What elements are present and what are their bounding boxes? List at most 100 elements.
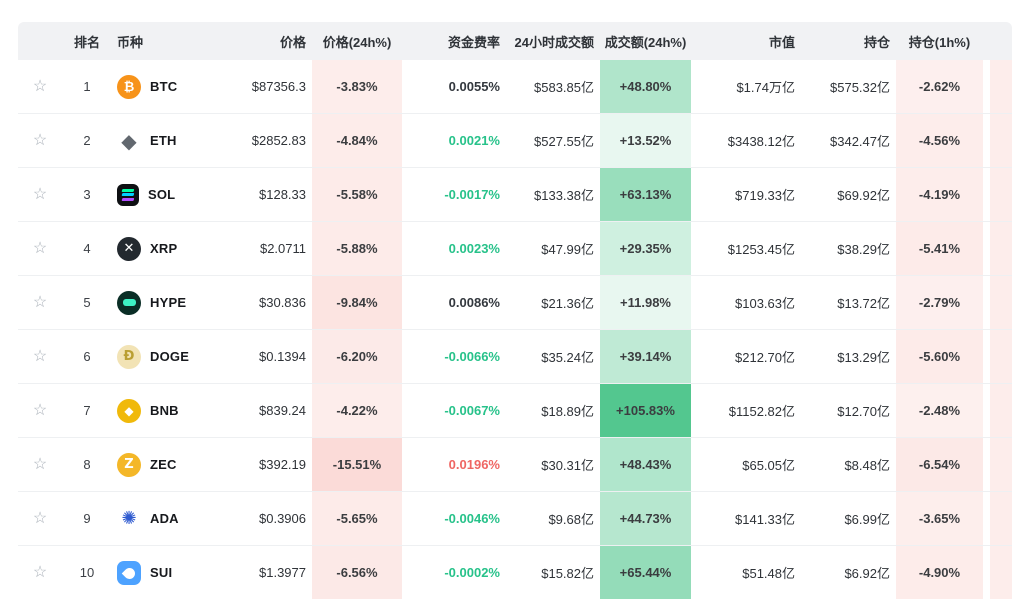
price-value: $2852.83 (251, 133, 306, 148)
volume-change-24h-cell: +48.80% (600, 60, 691, 113)
column-header-coin[interactable]: 币种 (117, 34, 144, 50)
price-change-24h-cell: -3.83% (312, 60, 402, 113)
volume-24h-value: $133.38亿 (534, 188, 594, 203)
favorite-star-icon[interactable]: ☆ (32, 509, 48, 527)
volume-change-24h-cell: +39.14% (600, 330, 691, 383)
table-header-row: 排名 币种 价格 价格(24h%) 资金费率 24小时成交额 成交额(24h%)… (18, 22, 1012, 60)
favorite-star-icon[interactable]: ☆ (32, 239, 48, 257)
price-value: $839.24 (259, 403, 306, 418)
open-interest-value: $69.92亿 (837, 188, 890, 203)
column-header-market-cap[interactable]: 市值 (768, 34, 795, 50)
btc-icon: ₿ (117, 74, 141, 99)
table-row-hype[interactable]: ☆ 5 HYPE $30.836 -9.84% 0.0086% $21.36亿 … (18, 275, 1012, 329)
open-interest-value: $13.29亿 (837, 350, 890, 365)
volume-24h-value: $583.85亿 (534, 80, 594, 95)
volume-24h-value: $18.89亿 (541, 404, 594, 419)
row-gap (983, 384, 990, 437)
table-row-bnb[interactable]: ☆ 7 ◆ BNB $839.24 -4.22% -0.0067% $18.89… (18, 383, 1012, 437)
crypto-futures-table: 排名 币种 价格 价格(24h%) 资金费率 24小时成交额 成交额(24h%)… (18, 22, 1012, 599)
xrp-icon: ✕ (117, 236, 141, 261)
price-value: $0.3906 (259, 511, 306, 526)
open-interest-value: $8.48亿 (844, 458, 890, 473)
price-change-24h-cell: -6.20% (312, 330, 402, 383)
next-column-cut-cell (990, 492, 1012, 545)
funding-rate-value: -0.0046% (444, 511, 500, 526)
coin-symbol: BNB (150, 403, 179, 418)
favorite-star-icon[interactable]: ☆ (32, 455, 48, 473)
market-cap-value: $51.48亿 (742, 566, 795, 581)
rank-value: 3 (83, 187, 91, 202)
oi-change-1h-cell: -6.54% (896, 438, 983, 491)
sol-icon (117, 183, 139, 206)
table-row-ada[interactable]: ☆ 9 ✺ ADA $0.3906 -5.65% -0.0046% $9.68亿… (18, 491, 1012, 545)
price-change-24h-cell: -6.56% (312, 546, 402, 599)
next-column-cut-cell (990, 438, 1012, 491)
oi-change-1h-cell: -4.56% (896, 114, 983, 167)
column-header-rank[interactable]: 排名 (73, 34, 100, 50)
table-row-sol[interactable]: ☆ 3 SOL $128.33 -5.58% -0.0017% $133.38亿… (18, 167, 1012, 221)
column-header-oi-chg-1h[interactable]: 持仓(1h%) (908, 34, 971, 50)
column-header-funding-rate[interactable]: 资金费率 (447, 34, 500, 50)
bnb-icon: ◆ (117, 398, 141, 423)
table-row-sui[interactable]: ☆ 10 SUI $1.3977 -6.56% -0.0002% $15.82亿… (18, 545, 1012, 599)
volume-24h-value: $35.24亿 (541, 350, 594, 365)
volume-change-24h-cell: +11.98% (600, 276, 691, 329)
price-value: $30.836 (259, 295, 306, 310)
volume-change-24h-cell: +44.73% (600, 492, 691, 545)
volume-change-24h-cell: +63.13% (600, 168, 691, 221)
market-cap-value: $212.70亿 (735, 350, 795, 365)
table-row-zec[interactable]: ☆ 8 Z ZEC $392.19 -15.51% 0.0196% $30.31… (18, 437, 1012, 491)
table-row-doge[interactable]: ☆ 6 Ð DOGE $0.1394 -6.20% -0.0066% $35.2… (18, 329, 1012, 383)
volume-24h-value: $30.31亿 (541, 458, 594, 473)
table-row-eth[interactable]: ☆ 2 ◆ ETH $2852.83 -4.84% 0.0021% $527.5… (18, 113, 1012, 167)
market-cap-value: $719.33亿 (735, 188, 795, 203)
rank-value: 8 (83, 457, 91, 472)
oi-change-1h-cell: -2.62% (896, 60, 983, 113)
row-gap (983, 114, 990, 167)
open-interest-value: $12.70亿 (837, 404, 890, 419)
next-column-cut-cell (990, 330, 1012, 383)
price-change-24h-cell: -9.84% (312, 276, 402, 329)
open-interest-value: $575.32亿 (830, 80, 890, 95)
favorite-star-icon[interactable]: ☆ (32, 131, 48, 149)
column-header-price[interactable]: 价格 (279, 34, 306, 50)
column-header-vol-chg-24h[interactable]: 成交额(24h%) (604, 34, 687, 50)
favorite-star-icon[interactable]: ☆ (32, 185, 48, 203)
favorite-star-icon[interactable]: ☆ (32, 347, 48, 365)
row-gap (983, 492, 990, 545)
funding-rate-value: -0.0067% (444, 403, 500, 418)
favorite-star-icon[interactable]: ☆ (32, 401, 48, 419)
table-row-xrp[interactable]: ☆ 4 ✕ XRP $2.0711 -5.88% 0.0023% $47.99亿… (18, 221, 1012, 275)
price-change-24h-cell: -4.22% (312, 384, 402, 437)
volume-24h-value: $9.68亿 (548, 512, 594, 527)
column-header-price-chg-24h[interactable]: 价格(24h%) (322, 34, 392, 50)
rank-value: 7 (83, 403, 91, 418)
doge-icon: Ð (117, 344, 141, 369)
favorite-star-icon[interactable]: ☆ (32, 563, 48, 581)
favorite-star-icon[interactable]: ☆ (32, 77, 48, 95)
oi-change-1h-cell: -5.41% (896, 222, 983, 275)
price-change-24h-cell: -4.84% (312, 114, 402, 167)
oi-change-1h-cell: -4.19% (896, 168, 983, 221)
coin-symbol: ADA (150, 511, 179, 526)
favorite-star-icon[interactable]: ☆ (32, 293, 48, 311)
oi-change-1h-cell: -4.90% (896, 546, 983, 599)
market-cap-value: $141.33亿 (735, 512, 795, 527)
market-cap-value: $3438.12亿 (727, 134, 795, 149)
next-column-cut-cell (990, 60, 1012, 113)
coin-symbol: ETH (150, 133, 177, 148)
market-cap-value: $1152.82亿 (728, 404, 795, 419)
oi-change-1h-cell: -3.65% (896, 492, 983, 545)
coin-symbol: SOL (148, 187, 176, 202)
row-gap (983, 546, 990, 599)
funding-rate-value: 0.0086% (448, 295, 500, 310)
column-header-volume-24h[interactable]: 24小时成交额 (514, 34, 594, 50)
row-gap (983, 60, 990, 113)
coin-symbol: DOGE (150, 349, 190, 364)
column-header-favorite[interactable] (18, 22, 62, 60)
column-header-open-interest[interactable]: 持仓 (863, 34, 890, 50)
volume-change-24h-cell: +105.83% (600, 384, 691, 437)
table-row-btc[interactable]: ☆ 1 ₿ BTC $87356.3 -3.83% 0.0055% $583.8… (18, 60, 1012, 113)
price-value: $1.3977 (259, 565, 306, 580)
open-interest-value: $342.47亿 (830, 134, 890, 149)
